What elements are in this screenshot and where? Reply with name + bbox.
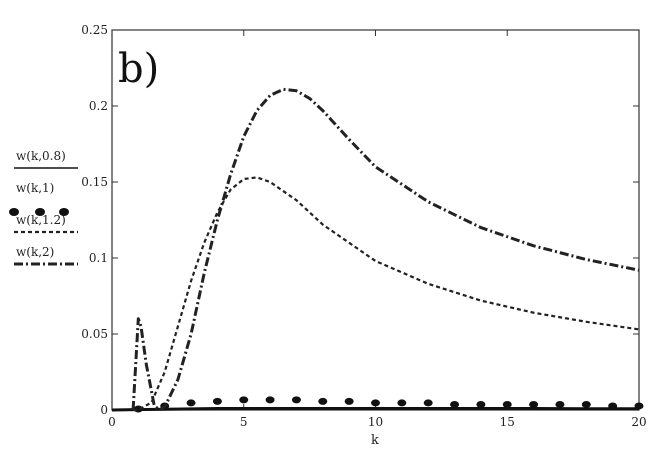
legend-label: w(k,2): [16, 245, 54, 259]
series-w-k-1-point: [450, 400, 460, 408]
legend-label: w(k,0.8): [16, 149, 66, 163]
series-w-k-1-point: [502, 400, 512, 408]
legend-swatch-dot: [59, 208, 69, 216]
x-tick-label: 0: [108, 415, 116, 429]
y-tick-label: 0.25: [81, 23, 108, 37]
x-tick-label: 10: [368, 415, 383, 429]
x-tick-label: 15: [500, 415, 515, 429]
x-tick-label: 5: [240, 415, 248, 429]
series-line-3: [131, 87, 640, 412]
series-line-2: [133, 176, 640, 412]
panel-label: b): [118, 46, 159, 92]
plot-frame: [111, 29, 640, 411]
legend: w(k,0.8) w(k,1) w(k,1.2) w(k,2): [9, 149, 78, 266]
y-axis-ticks: 0 0.05 0.1 0.15 0.2 0.25: [81, 23, 639, 417]
series-w-k-1-point: [265, 396, 275, 404]
x-tick-label: 20: [631, 415, 646, 429]
legend-swatch-dot: [35, 208, 45, 216]
y-tick-label: 0.2: [89, 99, 108, 113]
series-w-k-1-point: [344, 397, 354, 405]
legend-label: w(k,1.2): [16, 213, 66, 227]
series-w-k-1-point: [555, 400, 565, 408]
series-w-k-1-point: [291, 396, 301, 404]
series-w-k-1-point: [397, 399, 407, 407]
legend-swatch-dot: [9, 208, 19, 216]
series-w-k-1-point: [318, 397, 328, 405]
series-w-k-1-point: [212, 397, 222, 405]
series-w-k-1-point: [476, 400, 486, 408]
series-w-k-1-point: [529, 400, 539, 408]
series-w-k-1-point: [186, 399, 196, 407]
legend-label: w(k,1): [16, 181, 54, 195]
series-line-0: [111, 407, 639, 412]
series-w-k-1-point: [581, 400, 591, 408]
x-axis-ticks: 0 5 10 15 20: [108, 30, 647, 429]
series-w-k-1-point: [239, 396, 249, 404]
series-group: [111, 87, 644, 413]
y-tick-label: 0.05: [81, 327, 108, 341]
y-tick-label: 0: [100, 403, 108, 417]
series-w-k-1-point: [371, 399, 380, 407]
series-w-k-1-point: [634, 402, 644, 410]
series-w-k-1-point: [608, 402, 618, 410]
x-axis-label: k: [371, 433, 379, 448]
y-tick-label: 0.1: [89, 251, 108, 265]
y-tick-label: 0.15: [81, 175, 108, 189]
series-w-k-1-point: [423, 399, 433, 407]
